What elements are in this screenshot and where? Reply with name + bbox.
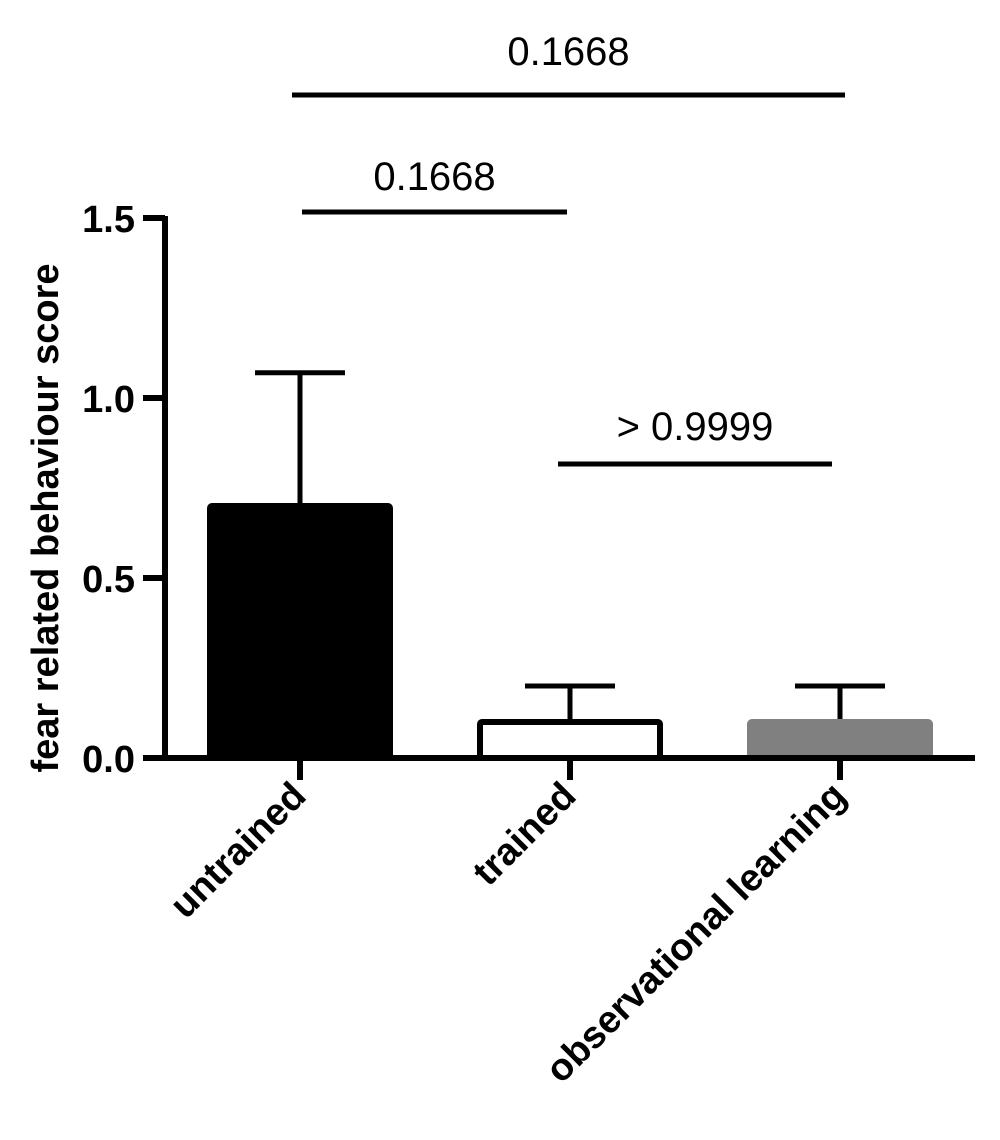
bar-1 [477,719,663,761]
comparison-label-0: 0.1668 [507,30,629,74]
x-tick-label-0: untrained [162,775,314,927]
comparison-label-1: 0.1668 [373,155,495,199]
y-tick-label-0: 0.0 [82,739,135,781]
comparison-label-2: > 0.9999 [617,405,774,449]
y-tick-label-1: 0.5 [82,559,135,601]
y-axis-title: fear related behaviour score [25,264,67,773]
x-tick-label-1: trained [465,775,584,894]
bar-0 [207,503,393,761]
y-tick-label-3: 1.5 [82,199,135,241]
bar-2 [747,719,933,761]
x-tick-label-2: observational learning [538,775,854,1091]
y-tick-label-2: 1.0 [82,379,135,421]
